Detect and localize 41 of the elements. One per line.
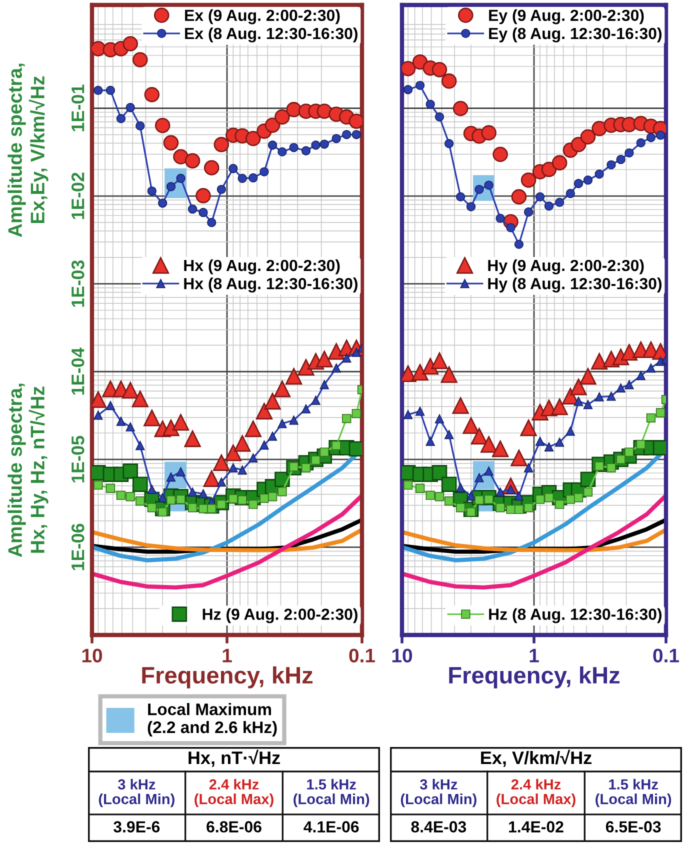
y-tick-label: 1E-06 <box>71 524 84 570</box>
legend-label: Ey (9 Aug. 2:00-2:30) <box>489 9 644 24</box>
x-tick-label: 10 <box>82 648 102 662</box>
category-label: 3 kHz (Local Min) <box>400 778 476 808</box>
text: Amplitude spectra, Hx, Hy, Hz, nT/√Hz <box>8 384 48 558</box>
category-label: 2.4 kHz (Local Max) <box>496 778 576 808</box>
x-tick-label: 10 <box>392 648 412 662</box>
text: 1.4E-02 <box>509 821 564 832</box>
x-axis-title: Frequency, kHz <box>449 666 620 688</box>
y-tick-label: 1E-02 <box>71 172 84 219</box>
y-tick-label: 1E-04 <box>71 348 84 395</box>
text: Ex, V/km/√Hz <box>481 750 592 767</box>
text: 8.4E-03 <box>411 821 466 833</box>
y-axis-title: Amplitude spectra, Ex,Ey, V/km/√Hz <box>8 64 48 238</box>
category-label: 3 kHz (Local Min) <box>98 778 174 808</box>
text: 3.9E-6 <box>114 821 160 833</box>
legend-label: Hz (9 Aug. 2:00-2:30) <box>202 608 358 624</box>
category-label: 2.4 kHz (Local Max) <box>194 778 274 808</box>
x-tick-label: 0.1 <box>653 648 679 662</box>
y-tick-label: 1E-01 <box>71 84 84 132</box>
legend-label: Ex (8 Aug. 12:30-16:30) <box>185 27 358 42</box>
x-tick-label: 1 <box>222 648 232 662</box>
y-tick-label: 1E-05 <box>71 436 84 482</box>
legend-label: Hy (8 Aug. 12:30-16:30) <box>488 278 662 293</box>
category-label: 1.5 kHz (Local Min) <box>596 778 672 808</box>
text: 6.5E-03 <box>606 821 661 833</box>
text: 4.1E-06 <box>304 821 359 832</box>
legend-label: Hx (8 Aug. 12:30-16:30) <box>184 278 358 293</box>
text: Hx, nT·√Hz <box>188 750 280 767</box>
category-label: 1.5 kHz (Local Min) <box>294 778 370 808</box>
x-tick-label: 0.1 <box>349 648 375 662</box>
text: 6.8E-06 <box>206 821 262 832</box>
legend-label: Local Maximum (2.2 and 2.6 kHz) <box>148 703 277 736</box>
legend-label: Hx (9 Aug. 2:00-2:30) <box>184 259 340 274</box>
legend-label: Hz (8 Aug. 12:30-16:30) <box>489 608 662 624</box>
legend-label: Ey (8 Aug. 12:30-16:30) <box>489 27 662 42</box>
legend-label: Ex (9 Aug. 2:00-2:30) <box>185 9 340 24</box>
legend-label: Hy (9 Aug. 2:00-2:30) <box>488 259 644 274</box>
x-tick-label: 1 <box>530 648 539 662</box>
x-axis-title: Frequency, kHz <box>142 666 313 688</box>
y-tick-label: 1E-03 <box>71 260 84 307</box>
